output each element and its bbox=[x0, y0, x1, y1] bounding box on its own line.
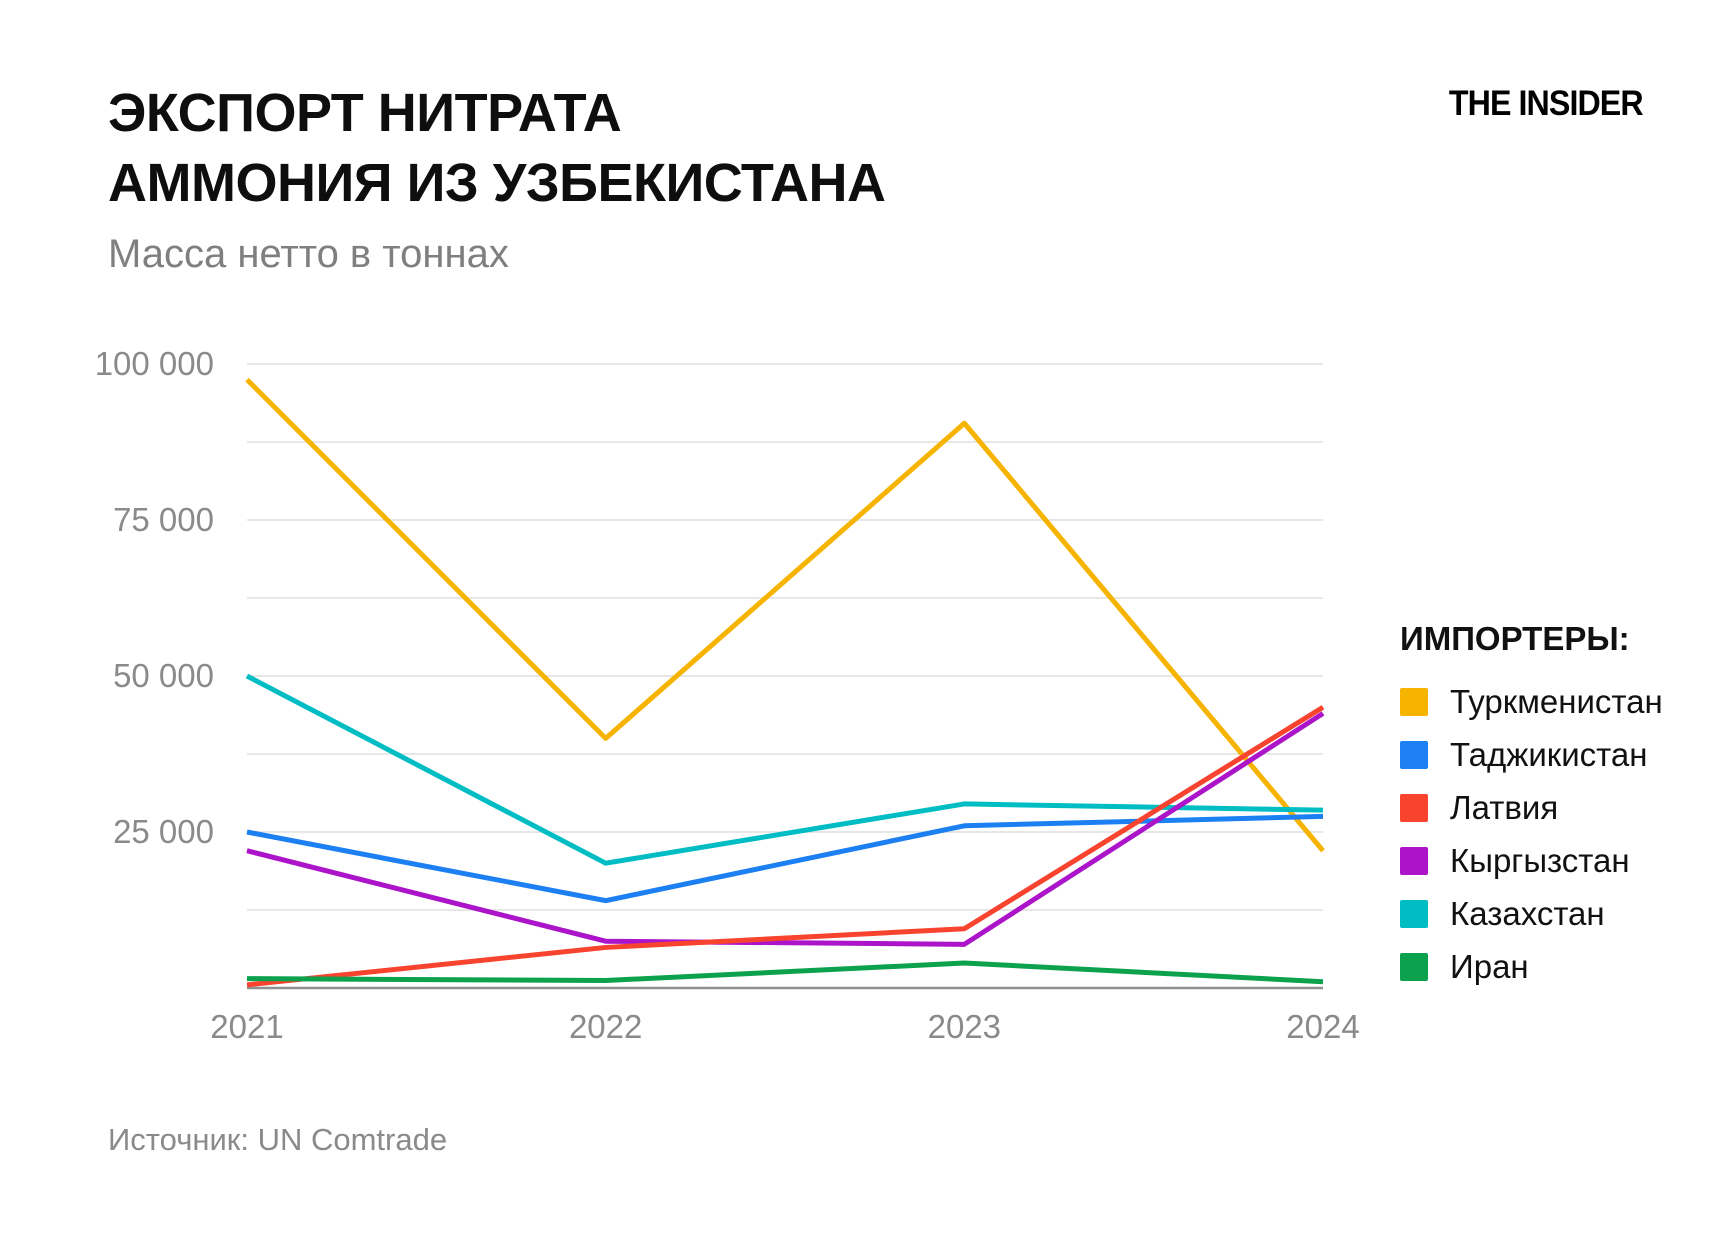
series-line-tajikistan bbox=[246, 813, 1324, 904]
legend-item-turkmenistan: Туркменистан bbox=[1400, 683, 1663, 720]
y-tick-label: 25 000 bbox=[113, 813, 214, 850]
page-title: ЭКСПОРТ НИТРАТА АММОНИЯ ИЗ УЗБЕКИСТАНА bbox=[108, 78, 886, 218]
legend-item-kyrgyzstan: Кыргызстан bbox=[1400, 842, 1663, 879]
legend-swatch-turkmenistan bbox=[1400, 688, 1428, 716]
chart-subtitle: Масса нетто в тоннах bbox=[108, 232, 509, 276]
y-tick-label: 50 000 bbox=[113, 657, 214, 694]
legend-title: ИМПОРТЕРЫ: bbox=[1400, 620, 1630, 657]
legend-item-tajikistan: Таджикистан bbox=[1400, 736, 1663, 773]
legend-swatch-latvia bbox=[1400, 794, 1428, 822]
legend-item-latvia: Латвия bbox=[1400, 789, 1663, 826]
series-line-kyrgyzstan bbox=[246, 711, 1325, 947]
x-tick-label: 2022 bbox=[568, 1008, 643, 1045]
legend-label-turkmenistan: Туркменистан bbox=[1450, 683, 1663, 720]
y-tick-label: 100 000 bbox=[94, 345, 214, 382]
legend-items: Туркменистан Таджикистан Латвия Кыргызстан К… bbox=[1400, 683, 1663, 985]
legend-swatch-kazakhstan bbox=[1400, 900, 1428, 928]
legend-item-iran: Иран bbox=[1400, 948, 1663, 985]
source-note: Источник: UN Comtrade bbox=[108, 1122, 448, 1157]
x-tick-label: 2024 bbox=[1286, 1008, 1360, 1045]
series-line-iran bbox=[246, 960, 1324, 985]
y-tick-label: 75 000 bbox=[113, 501, 214, 538]
legend: ИМПОРТЕРЫ: Туркменистан Таджикистан Латвия… bbox=[1400, 620, 1663, 1006]
series-line-kazakhstan bbox=[245, 673, 1324, 866]
title-line-1: ЭКСПОРТ НИТРАТА bbox=[108, 83, 622, 143]
legend-label-kyrgyzstan: Кыргызстан bbox=[1450, 842, 1630, 879]
legend-swatch-kyrgyzstan bbox=[1400, 847, 1428, 875]
legend-item-kazakhstan: Казахстан bbox=[1400, 895, 1663, 932]
legend-label-iran: Иран bbox=[1450, 948, 1529, 985]
series-line-latvia bbox=[246, 705, 1325, 988]
brand-logo: THE INSIDER bbox=[1449, 84, 1644, 123]
x-tick-label: 2023 bbox=[927, 1008, 1002, 1045]
legend-label-latvia: Латвия bbox=[1450, 789, 1559, 826]
legend-label-kazakhstan: Казахстан bbox=[1450, 895, 1605, 932]
series-line-turkmenistan bbox=[245, 377, 1325, 853]
x-tick-label: 2021 bbox=[210, 1008, 284, 1045]
legend-swatch-iran bbox=[1400, 953, 1428, 981]
legend-swatch-tajikistan bbox=[1400, 741, 1428, 769]
legend-label-tajikistan: Таджикистан bbox=[1450, 736, 1648, 773]
title-line-2: АММОНИЯ ИЗ УЗБЕКИСТАНА bbox=[108, 153, 886, 213]
